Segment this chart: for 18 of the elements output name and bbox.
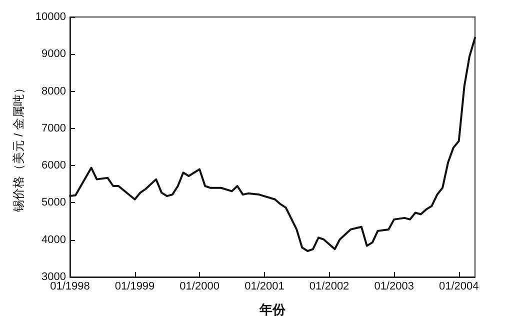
y-tick-label: 5000 [42,196,66,209]
y-tick-label: 8000 [42,85,66,98]
y-axis-title: 锡价格（美元 / 金属吨） [12,82,26,214]
y-tick-label: 9000 [42,48,66,60]
line-series [69,36,476,252]
x-tick-label: 01/2002 [309,280,350,292]
x-tick-label: 01/1998 [50,280,90,292]
x-tick-label: 01/2001 [244,280,284,292]
y-tick-label: 3000 [42,271,66,283]
y-tick-label: 10000 [35,11,66,23]
y-tick-label: 6000 [42,160,66,172]
x-axis-title: 年份 [258,302,286,317]
y-tick-label: 7000 [42,122,66,134]
x-tick-label: 01/2003 [374,280,414,292]
x-tick-label: 01/2000 [180,280,220,292]
y-tick-label: 4000 [42,234,66,246]
x-tick-label: 01/2004 [438,280,479,292]
x-tick-label: 01/1999 [114,280,155,292]
